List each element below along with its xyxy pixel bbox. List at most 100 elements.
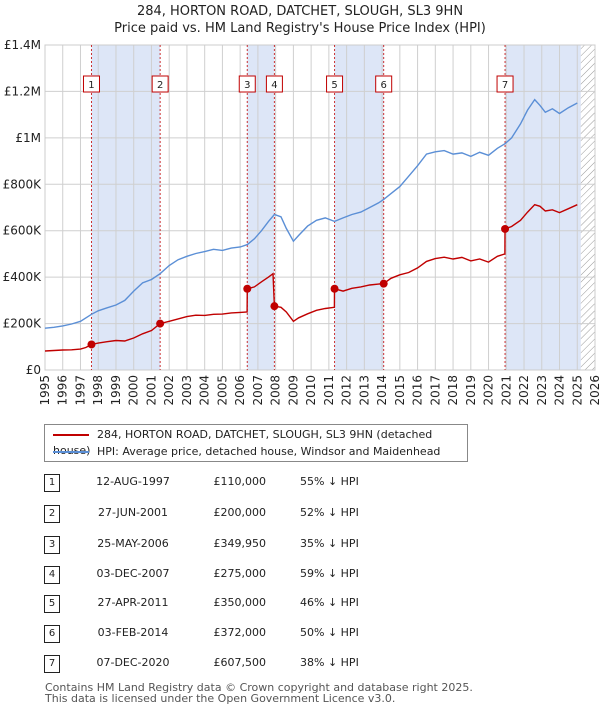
- footer: Contains HM Land Registry data © Crown c…: [45, 682, 473, 704]
- x-tick-label: 2008: [269, 375, 283, 406]
- x-tick-label: 2000: [127, 375, 141, 406]
- x-tick-label: 1995: [38, 375, 52, 406]
- sale-number-box: [326, 75, 344, 93]
- chart-title: 284, HORTON ROAD, DATCHET, SLOUGH, SL3 9…: [136, 4, 464, 19]
- price-chart: £0 £200K £400K £600K £800K £1M £1.2M £1.4M 1995 1…: [3, 38, 600, 406]
- sale-date: 12-AUG-1997: [96, 475, 170, 488]
- ownership-shade: [247, 45, 275, 370]
- property-price-line: [44, 203, 578, 352]
- x-tick-label: 2001: [144, 375, 158, 406]
- y-tick-label: £800K: [3, 177, 43, 191]
- sale-price: £349,950: [213, 537, 267, 550]
- sale-number: 5: [44, 595, 60, 613]
- x-tick-label: 2018: [446, 375, 460, 406]
- sale-price: £372,000: [213, 626, 267, 639]
- x-tick-label: 2022: [517, 375, 531, 406]
- x-tick-label: 2021: [499, 375, 513, 406]
- sale-point: [243, 284, 252, 293]
- legend-swatch-property: [53, 434, 89, 436]
- chart-subtitle: Price paid vs. HM Land Registry's House …: [114, 21, 486, 36]
- x-tick-label: 2020: [482, 375, 496, 406]
- sale-hpi-diff: 59% ↓ HPI: [300, 567, 359, 580]
- x-tick-label: 2010: [304, 375, 318, 406]
- y-tick-label: £400K: [3, 270, 43, 284]
- plot-border: [44, 44, 596, 371]
- sale-number-label: 6: [381, 80, 387, 91]
- hpi-line: [44, 98, 578, 329]
- sale-hpi-diff: 50% ↓ HPI: [300, 626, 359, 639]
- legend-item-property: 284, HORTON ROAD, DATCHET, SLOUGH, SL3 9…: [53, 427, 467, 457]
- sale-date: 03-FEB-2014: [97, 626, 169, 639]
- sale-price: £110,000: [213, 475, 267, 488]
- legend-swatch-hpi: [53, 451, 89, 453]
- sale-point: [270, 302, 279, 311]
- table-row: 4 03-DEC-2007 £275,000 59% ↓ HPI: [0, 566, 600, 584]
- sale-number-label: 3: [244, 80, 250, 91]
- sale-number-box: [375, 75, 393, 93]
- sale-number-box: [82, 75, 100, 93]
- legend: 284, HORTON ROAD, DATCHET, SLOUGH, SL3 9…: [44, 424, 468, 462]
- y-tick-label: £1.2M: [4, 84, 41, 98]
- sale-point: [87, 340, 96, 349]
- x-tick-label: 2026: [588, 375, 600, 406]
- x-tick-label: 2017: [428, 375, 442, 406]
- legend-label-hpi: HPI: Average price, detached house, Wind…: [97, 445, 441, 458]
- x-tick-label: 1996: [56, 375, 70, 406]
- sale-point: [330, 284, 339, 293]
- table-row: 2 27-JUN-2001 £200,000 52% ↓ HPI: [0, 505, 600, 523]
- x-tick-label: 2014: [375, 375, 389, 406]
- y-tick-label: £0: [26, 363, 41, 377]
- y-tick-label: £200K: [3, 317, 43, 331]
- sale-number: 1: [44, 474, 60, 492]
- sale-number-label: 4: [271, 80, 277, 91]
- footer-licence: This data is licensed under the Open Gov…: [45, 692, 396, 705]
- table-row: 7 07-DEC-2020 £607,500 38% ↓ HPI: [0, 655, 600, 673]
- sale-number-label: 7: [502, 80, 508, 91]
- y-tick-label: £1.4M: [4, 38, 41, 52]
- x-tick-label: 1997: [73, 375, 87, 406]
- table-row: 5 27-APR-2011 £350,000 46% ↓ HPI: [0, 595, 600, 613]
- x-tick-label: 2019: [464, 375, 478, 406]
- x-tick-label: 2025: [570, 375, 584, 406]
- sale-date: 25-MAY-2006: [97, 537, 169, 550]
- sale-price: £350,000: [213, 596, 267, 609]
- x-tick-label: 2023: [535, 375, 549, 406]
- sale-hpi-diff: 55% ↓ HPI: [300, 475, 359, 488]
- x-tick-label: 2012: [340, 375, 354, 406]
- sale-hpi-diff: 38% ↓ HPI: [300, 656, 359, 669]
- x-tick-label: 2024: [553, 375, 567, 406]
- sale-number-box: [151, 75, 169, 93]
- ownership-shade: [91, 45, 161, 370]
- sale-number: 2: [44, 505, 60, 523]
- forecast-hatch: [580, 45, 595, 370]
- sale-number-label: 2: [157, 80, 163, 91]
- table-row: 3 25-MAY-2006 £349,950 35% ↓ HPI: [0, 536, 600, 554]
- x-tick-label: 2002: [162, 375, 176, 406]
- sale-date: 03-DEC-2007: [96, 567, 170, 580]
- x-tick-label: 2007: [251, 375, 265, 406]
- x-tick-label: 2004: [198, 375, 212, 406]
- footer-copyright: Contains HM Land Registry data © Crown c…: [45, 681, 473, 694]
- sale-point: [501, 224, 510, 233]
- sale-number: 4: [44, 566, 60, 584]
- sale-number-box: [496, 75, 514, 93]
- sale-point: [156, 319, 165, 328]
- ownership-shade: [334, 45, 384, 370]
- sale-price: £275,000: [213, 567, 267, 580]
- sale-number-label: 5: [331, 80, 337, 91]
- sale-number-box: [238, 75, 256, 93]
- x-tick-label: 2011: [322, 375, 336, 406]
- sale-number: 7: [44, 655, 60, 673]
- sale-date: 27-APR-2011: [97, 596, 169, 609]
- legend-label-property: 284, HORTON ROAD, DATCHET, SLOUGH, SL3 9…: [53, 428, 433, 457]
- x-tick-label: 2009: [286, 375, 300, 406]
- y-tick-label: £600K: [3, 224, 43, 238]
- x-tick-label: 2013: [357, 375, 371, 406]
- x-tick-label: 2015: [393, 375, 407, 406]
- sale-price: £200,000: [213, 506, 267, 519]
- sale-number-label: 1: [88, 80, 94, 91]
- sale-date: 07-DEC-2020: [96, 656, 170, 669]
- x-tick-label: 1999: [109, 375, 123, 406]
- sale-hpi-diff: 52% ↓ HPI: [300, 506, 359, 519]
- x-tick-label: 2003: [180, 375, 194, 406]
